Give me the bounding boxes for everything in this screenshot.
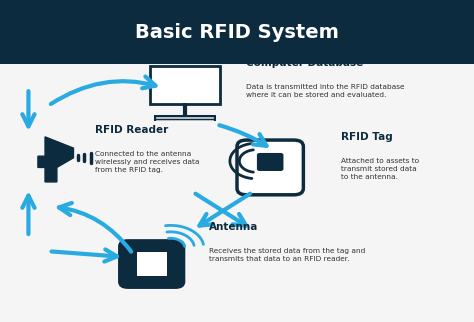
- Text: Receives the stored data from the tag and
transmits that data to an RFID reader.: Receives the stored data from the tag an…: [209, 248, 365, 262]
- Text: Connected to the antenna
wirelessly and receives data
from the RFID tag.: Connected to the antenna wirelessly and …: [95, 151, 199, 173]
- FancyBboxPatch shape: [150, 66, 220, 104]
- Text: Basic RFID System: Basic RFID System: [135, 23, 339, 42]
- FancyBboxPatch shape: [0, 0, 474, 64]
- Polygon shape: [38, 137, 73, 182]
- Text: RFID Reader: RFID Reader: [95, 125, 168, 135]
- Text: Data is transmitted into the RFID database
where it can be stored and evaluated.: Data is transmitted into the RFID databa…: [246, 84, 405, 98]
- Text: Computer Database: Computer Database: [246, 58, 364, 68]
- Text: Antenna: Antenna: [209, 222, 258, 232]
- FancyBboxPatch shape: [237, 140, 303, 195]
- Text: RFID Tag: RFID Tag: [341, 132, 393, 142]
- FancyBboxPatch shape: [137, 252, 167, 276]
- FancyBboxPatch shape: [119, 241, 184, 288]
- FancyBboxPatch shape: [154, 115, 216, 121]
- Text: Attached to assets to
transmit stored data
to the antenna.: Attached to assets to transmit stored da…: [341, 158, 419, 180]
- FancyBboxPatch shape: [257, 153, 283, 171]
